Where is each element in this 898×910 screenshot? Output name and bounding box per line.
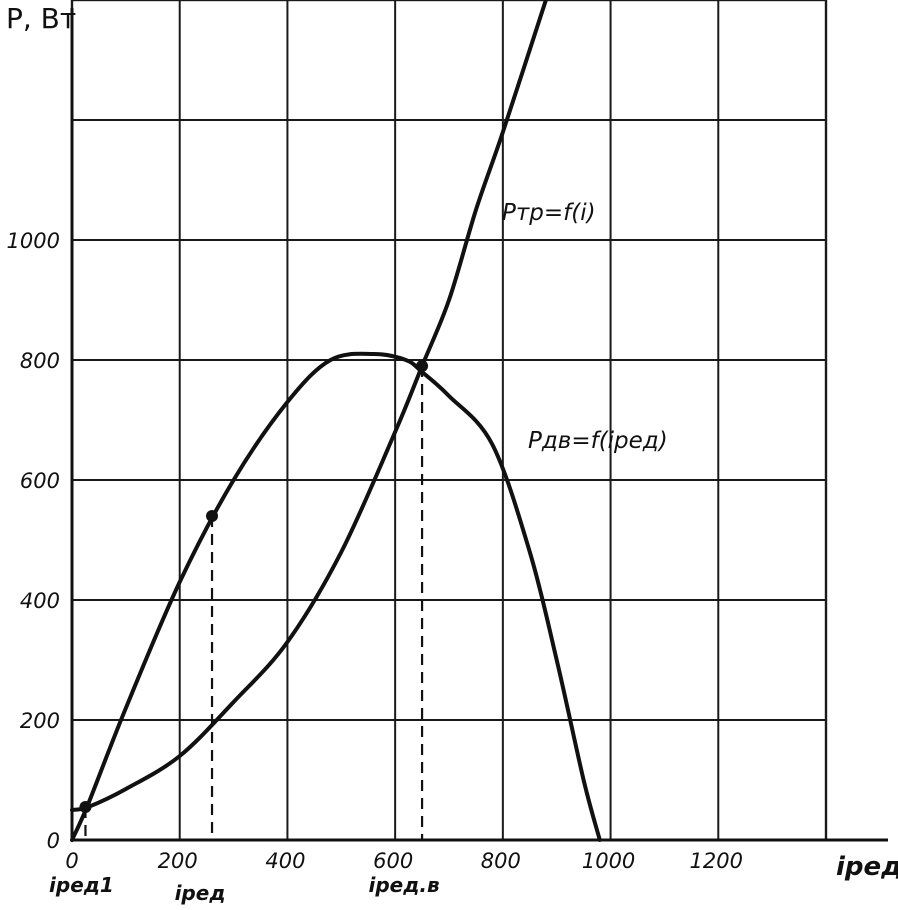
operating-points: iред1 iред iред.в bbox=[49, 360, 440, 905]
y-tick-label: 0 bbox=[47, 829, 60, 853]
x-tick-label: 600 bbox=[373, 849, 413, 873]
marker-point bbox=[416, 360, 429, 372]
x-tick-label: 400 bbox=[265, 849, 305, 873]
grid bbox=[72, 0, 826, 840]
y-axis-label: P, Вт bbox=[6, 2, 76, 35]
series-line-ptr bbox=[70, 0, 548, 812]
marker-label: iред.в bbox=[368, 873, 439, 897]
y-tick-label: 600 bbox=[20, 469, 60, 493]
y-tick-label: 800 bbox=[20, 349, 60, 373]
x-tick-label: 0 bbox=[65, 849, 78, 873]
plot-frame bbox=[70, 0, 828, 842]
x-axis-label: iред bbox=[836, 852, 898, 882]
marker-point bbox=[79, 801, 92, 813]
series-label-pdv: Pдв=f(iред) bbox=[528, 428, 668, 454]
x-tick-label: 200 bbox=[158, 849, 198, 873]
series-label-ptr: Pтр=f(i) bbox=[502, 200, 596, 226]
axes bbox=[70, 8, 888, 842]
marker-label: iред bbox=[175, 881, 226, 905]
series-line-pdv bbox=[70, 351, 602, 842]
x-tick-label: 1000 bbox=[582, 849, 635, 873]
x-tick-label: 800 bbox=[481, 849, 521, 873]
y-tick-label: 200 bbox=[20, 709, 60, 733]
x-tick-label: 1200 bbox=[690, 849, 743, 873]
curves bbox=[70, 0, 602, 842]
y-tick-label: 1000 bbox=[7, 229, 60, 253]
tick-labels: 0 200 400 600 800 1000 1200 0 200 400 600 800 1000 bbox=[7, 229, 743, 873]
marker-point bbox=[206, 510, 219, 522]
y-tick-label: 400 bbox=[20, 589, 60, 613]
marker-label: iред1 bbox=[49, 873, 114, 897]
